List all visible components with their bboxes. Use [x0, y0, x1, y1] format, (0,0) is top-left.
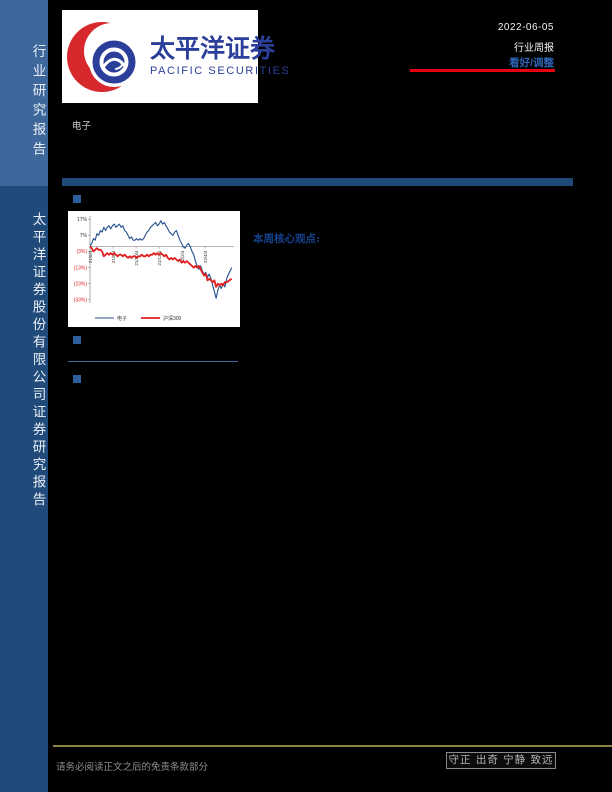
report-date: 2022-06-05: [497, 22, 554, 33]
footer-divider-line: [53, 745, 612, 747]
sidebar-top-label: 行业研究报告: [29, 44, 46, 161]
svg-text:(13%): (13%): [74, 265, 88, 271]
footer-disclaimer: 请务必阅读正文之后的免责条款部分: [56, 762, 209, 773]
industry-rating: 看好/调整: [509, 57, 554, 69]
industry-label: 电子: [72, 121, 92, 132]
svg-text:21/8/4: 21/8/4: [111, 250, 116, 263]
company-logo-box: 太平洋证券 PACIFIC SECURITIES: [62, 10, 289, 103]
svg-text:(33%): (33%): [74, 298, 88, 304]
svg-text:21/12/4: 21/12/4: [157, 250, 162, 266]
sidebar-top: 行业研究报告: [0, 0, 48, 186]
section-title-bar: [62, 178, 573, 186]
bullet-square-icon: [73, 195, 81, 203]
rating-underline: [410, 69, 555, 72]
bullet-square-icon: [73, 375, 81, 383]
svg-text:21/6/4: 21/6/4: [88, 250, 93, 263]
industry-chart: 17% 7% (3%) (13%) (23%) (33%) 21/6/4 21/8/4 21/1…: [68, 211, 240, 327]
logo-en-name: PACIFIC SECURITIES: [150, 64, 291, 77]
svg-text:电子: 电子: [117, 315, 127, 322]
section-divider-line: [68, 361, 238, 362]
svg-text:(3%): (3%): [76, 249, 87, 255]
report-type: 行业周报: [514, 43, 554, 54]
svg-text:(23%): (23%): [74, 281, 88, 287]
svg-text:7%: 7%: [80, 233, 88, 239]
pacific-securities-logo-icon: [67, 22, 140, 92]
core-view-heading: 本周核心观点:: [253, 233, 320, 245]
svg-text:22/2/4: 22/2/4: [180, 250, 185, 263]
industry-chart-svg: 17% 7% (3%) (13%) (23%) (33%) 21/6/4 21/8/4 21/1…: [74, 216, 234, 322]
svg-text:沪深300: 沪深300: [163, 315, 182, 322]
sidebar-bottom-label: 太平洋证券股份有限公司证券研究报告: [29, 212, 46, 510]
sidebar-bottom: 太平洋证券股份有限公司证券研究报告: [0, 186, 48, 792]
footer-motto: 守正 出奇 宁静 致远: [446, 752, 556, 769]
bullet-square-icon: [73, 336, 81, 344]
svg-text:17%: 17%: [77, 217, 88, 223]
logo-cn-name: 太平洋证券: [150, 35, 276, 64]
svg-text:22/4/4: 22/4/4: [203, 250, 208, 263]
